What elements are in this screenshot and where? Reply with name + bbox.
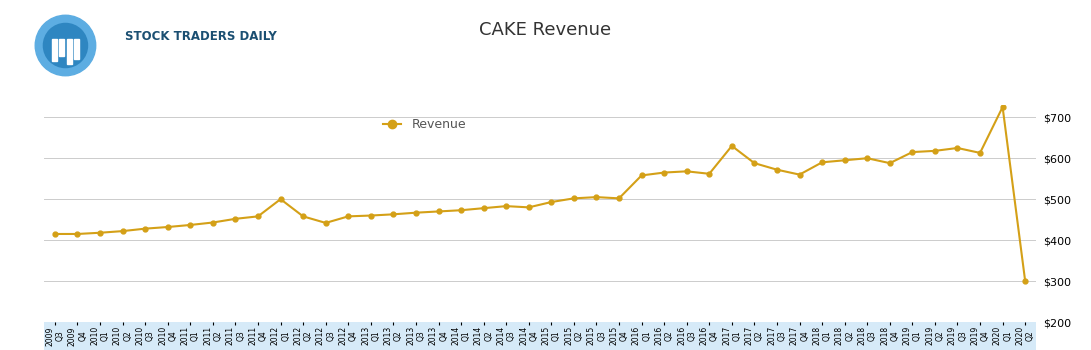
Circle shape <box>35 15 96 76</box>
Circle shape <box>44 23 87 68</box>
Bar <box>51 39 57 61</box>
Bar <box>74 39 80 60</box>
Legend: Revenue: Revenue <box>377 113 471 136</box>
Text: STOCK TRADERS DAILY: STOCK TRADERS DAILY <box>125 30 277 43</box>
Bar <box>67 39 72 64</box>
Bar <box>59 39 64 56</box>
Text: CAKE Revenue: CAKE Revenue <box>479 21 612 39</box>
